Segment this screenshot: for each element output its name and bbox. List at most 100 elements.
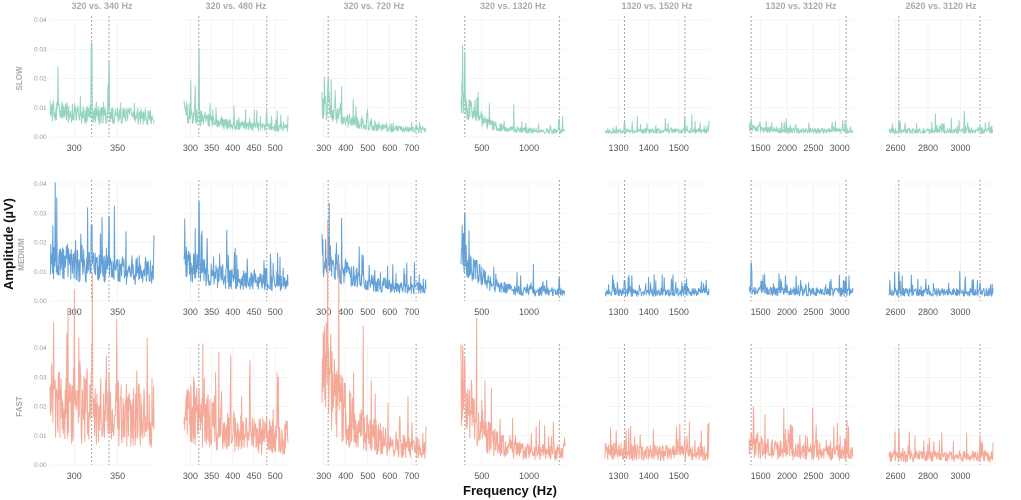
x-tick-label: 450 <box>247 471 262 481</box>
spectrum-line <box>888 110 994 135</box>
facet-panel: 300 350 <box>49 180 155 317</box>
panel-title: 320 vs. 340 Hz <box>71 1 133 11</box>
x-tick-label: 2600 <box>885 143 905 153</box>
x-tick-label: 350 <box>110 143 125 153</box>
x-tick-label: 1300 <box>609 143 629 153</box>
x-tick-label: 300 <box>183 471 198 481</box>
facet-row-label: SLOW <box>15 66 24 90</box>
x-tick-label: 1500 <box>669 307 689 317</box>
y-tick-label: 0.02 <box>34 76 47 83</box>
x-tick-label: 1000 <box>519 307 539 317</box>
panel-title: 2620 vs. 3120 Hz <box>905 1 977 11</box>
x-tick-label: 500 <box>268 143 283 153</box>
facet-panel: 1300 1400 1500 <box>604 344 710 481</box>
x-tick-label: 1500 <box>751 307 771 317</box>
x-tick-label: 1000 <box>519 471 539 481</box>
x-tick-label: 500 <box>268 307 283 317</box>
y-tick-label: 0.00 <box>34 134 47 141</box>
x-tick-label: 400 <box>338 143 353 153</box>
facet-panel: 300 400 500 600 700 <box>316 180 427 317</box>
facet-panel: 300 400 500 600 700 <box>316 219 427 481</box>
facet-row-label: MEDIUM <box>17 238 26 271</box>
x-tick-label: 1400 <box>639 471 659 481</box>
x-tick-label: 2000 <box>777 143 797 153</box>
spectrum-line <box>183 343 289 455</box>
facet-panel: 1500 2000 2500 3000 <box>748 16 854 153</box>
x-tick-label: 300 <box>67 143 82 153</box>
x-tick-label: 300 <box>183 307 198 317</box>
x-tick-label: 500 <box>360 471 375 481</box>
x-tick-label: 400 <box>338 307 353 317</box>
x-tick-label: 2500 <box>803 307 823 317</box>
x-tick-label: 300 <box>316 307 331 317</box>
spectrum-line <box>888 270 994 297</box>
x-tick-label: 300 <box>183 143 198 153</box>
spectrum-line <box>49 182 155 285</box>
facet-panel: 1500 2000 2500 3000 <box>748 344 854 481</box>
x-tick-label: 2800 <box>918 471 938 481</box>
x-tick-label: 600 <box>382 471 397 481</box>
x-tick-label: 600 <box>382 143 397 153</box>
spectrum-line <box>604 113 710 134</box>
y-tick-label: 0.00 <box>34 298 47 305</box>
x-tick-label: 1500 <box>751 471 771 481</box>
x-tick-label: 1400 <box>639 143 659 153</box>
facet-panel: 2600 2800 3000 <box>885 344 994 481</box>
x-tick-label: 1500 <box>669 143 689 153</box>
x-tick-label: 500 <box>474 307 489 317</box>
spectrum-line <box>748 118 854 134</box>
x-tick-label: 600 <box>382 307 397 317</box>
x-tick-label: 3000 <box>830 143 850 153</box>
facet-panel: 300 350 400 450 500 <box>183 180 289 317</box>
x-tick-label: 1500 <box>751 143 771 153</box>
y-tick-label: 0.02 <box>34 240 47 247</box>
panel-title: 1320 vs. 1520 Hz <box>621 1 693 11</box>
x-tick-label: 2500 <box>803 471 823 481</box>
x-tick-label: 350 <box>110 471 125 481</box>
spectrum-line <box>604 421 710 462</box>
facet-panel: 300 350 <box>49 16 155 153</box>
facet-panel: 1300 1400 1500 <box>604 16 710 153</box>
x-tick-label: 500 <box>360 307 375 317</box>
x-tick-label: 500 <box>360 143 375 153</box>
x-tick-label: 400 <box>225 471 240 481</box>
facet-panel: 500 1000 <box>460 180 566 317</box>
x-tick-label: 3000 <box>950 307 970 317</box>
x-tick-label: 350 <box>204 307 219 317</box>
x-tick-label: 450 <box>247 307 262 317</box>
spectrum-line <box>460 317 566 461</box>
facet-panel: 2600 2800 3000 <box>885 16 994 153</box>
spectrum-line <box>888 429 994 463</box>
x-tick-label: 3000 <box>950 143 970 153</box>
facet-panel: 300 350 <box>49 272 155 481</box>
facet-panel: 300 350 400 450 500 <box>183 16 289 153</box>
x-tick-label: 300 <box>316 143 331 153</box>
y-tick-label: 0.03 <box>34 374 47 381</box>
x-tick-label: 500 <box>268 471 283 481</box>
x-tick-label: 300 <box>316 471 331 481</box>
facet-panel: 500 1000 <box>460 317 566 481</box>
x-tick-label: 1000 <box>519 143 539 153</box>
y-tick-label: 0.01 <box>34 269 47 276</box>
x-tick-label: 1500 <box>669 471 689 481</box>
x-tick-label: 1300 <box>609 307 629 317</box>
panel-title: 1320 vs. 3120 Hz <box>765 1 837 11</box>
x-tick-label: 700 <box>404 307 419 317</box>
facet-panel: 500 1000 <box>460 16 566 153</box>
facet-panel: 1300 1400 1500 <box>604 180 710 317</box>
spectrum-line <box>748 406 854 461</box>
x-tick-label: 2500 <box>803 143 823 153</box>
facet-row-label: FAST <box>15 396 24 417</box>
y-tick-label: 0.04 <box>34 345 47 352</box>
x-tick-label: 400 <box>225 307 240 317</box>
y-tick-label: 0.00 <box>34 462 47 469</box>
x-tick-label: 1300 <box>609 471 629 481</box>
spectrum-line <box>460 212 566 297</box>
x-tick-label: 400 <box>338 471 353 481</box>
panel-title: 320 vs. 480 Hz <box>205 1 267 11</box>
x-tick-label: 400 <box>225 143 240 153</box>
spectrum-line <box>604 274 710 297</box>
y-tick-label: 0.02 <box>34 404 47 411</box>
spectrum-line <box>49 272 155 448</box>
x-tick-label: 3000 <box>950 471 970 481</box>
